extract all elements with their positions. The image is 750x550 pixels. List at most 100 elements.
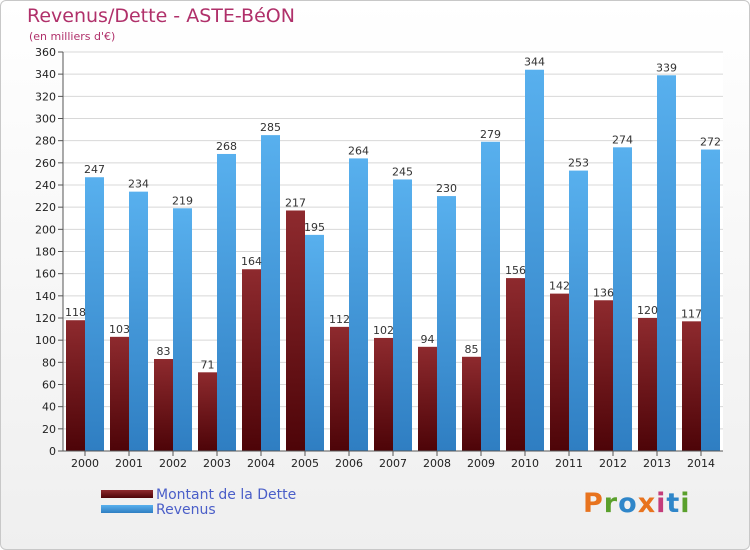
legend-swatch-dette xyxy=(101,490,153,498)
x-tick-label: 2000 xyxy=(71,457,99,470)
bar-revenus xyxy=(701,149,720,452)
x-tick-label: 2004 xyxy=(247,457,275,470)
x-tick-label: 2007 xyxy=(379,457,407,470)
data-label-dette: 156 xyxy=(505,264,526,277)
data-label-dette: 102 xyxy=(373,324,394,337)
y-tick-label: 340 xyxy=(35,68,56,81)
y-axis: 0 20 40 60 80 100 120 140 160 180 200 220 240 260 280 3… xyxy=(35,46,64,458)
bar-revenus xyxy=(481,141,500,451)
bar-dette xyxy=(506,278,525,451)
logo-letter: x xyxy=(637,488,657,519)
data-label-revenus: 264 xyxy=(348,144,369,157)
bar-revenus xyxy=(261,135,280,451)
data-label-dette: 120 xyxy=(637,304,658,317)
data-label-dette: 117 xyxy=(681,307,702,320)
x-tick-label: 2003 xyxy=(203,457,231,470)
y-tick-label: 220 xyxy=(35,201,56,214)
data-label-dette: 136 xyxy=(593,286,614,299)
data-label-revenus: 339 xyxy=(656,61,677,74)
bar-revenus xyxy=(437,196,456,451)
data-label-revenus: 195 xyxy=(304,221,325,234)
y-tick-label: 120 xyxy=(35,312,56,325)
y-tick-label: 200 xyxy=(35,223,56,236)
x-tick-label: 2002 xyxy=(159,457,187,470)
y-tick-label: 280 xyxy=(35,135,56,148)
bar-dette xyxy=(374,337,393,451)
bar-revenus xyxy=(217,153,236,451)
logo-letter: i xyxy=(656,488,667,519)
logo-letter: t xyxy=(666,488,681,519)
bar-dette xyxy=(110,336,129,451)
bar-dette xyxy=(154,359,173,451)
x-tick-label: 2012 xyxy=(599,457,627,470)
data-label-revenus: 219 xyxy=(172,194,193,207)
x-tick-label: 2001 xyxy=(115,457,143,470)
data-label-dette: 71 xyxy=(201,358,215,371)
x-tick-label: 2005 xyxy=(291,457,319,470)
data-label-dette: 83 xyxy=(157,345,171,358)
bars xyxy=(66,69,720,452)
logo-letter: r xyxy=(603,488,619,519)
bar-revenus xyxy=(613,147,632,452)
legend-label-dette: Montant de la Dette xyxy=(156,487,297,503)
data-label-revenus: 253 xyxy=(568,157,589,170)
bar-revenus xyxy=(349,158,368,451)
bar-revenus xyxy=(85,177,104,451)
y-tick-label: 160 xyxy=(35,268,56,281)
data-label-revenus: 274 xyxy=(612,133,633,146)
bar-revenus xyxy=(305,234,324,451)
bar-dette xyxy=(66,320,85,451)
bar-revenus xyxy=(173,208,192,451)
y-tick-label: 300 xyxy=(35,113,56,126)
x-tick-label: 2013 xyxy=(643,457,671,470)
x-axis: 2000 2001 2002 2003 2004 2005 2006 2007 2008 2009… xyxy=(63,450,723,470)
data-label-dette: 118 xyxy=(65,306,86,319)
data-label-dette: 164 xyxy=(241,255,262,268)
data-label-dette: 112 xyxy=(329,313,350,326)
data-label-revenus: 230 xyxy=(436,182,457,195)
x-tick-label: 2009 xyxy=(467,457,495,470)
bar-dette xyxy=(242,269,261,451)
legend-label-revenus: Revenus xyxy=(156,502,216,518)
y-tick-label: 240 xyxy=(35,179,56,192)
bar-dette xyxy=(462,356,481,451)
bar-dette xyxy=(330,326,349,451)
x-tick-label: 2006 xyxy=(335,457,363,470)
y-tick-label: 20 xyxy=(42,423,56,436)
proxiti-logo: Proxiti xyxy=(583,488,691,519)
y-tick-label: 80 xyxy=(42,356,56,369)
y-tick-label: 60 xyxy=(42,379,56,392)
data-label-revenus: 344 xyxy=(524,56,545,69)
y-tick-label: 320 xyxy=(35,90,56,103)
chart-title: Revenus/Dette - ASTE-BéON xyxy=(27,5,295,27)
bar-revenus xyxy=(569,170,588,451)
logo-letter: i xyxy=(680,488,691,519)
x-tick-label: 2008 xyxy=(423,457,451,470)
y-tick-label: 40 xyxy=(42,401,56,414)
y-tick-label: 180 xyxy=(35,246,56,259)
bar-dette xyxy=(198,372,217,451)
chart-subtitle: (en milliers d'€) xyxy=(29,30,116,43)
y-tick-label: 0 xyxy=(49,445,56,458)
bar-dette xyxy=(638,318,657,451)
data-label-revenus: 279 xyxy=(480,128,501,141)
data-label-revenus: 268 xyxy=(216,140,237,153)
logo-letter: o xyxy=(618,488,638,519)
y-tick-label: 140 xyxy=(35,290,56,303)
bar-dette xyxy=(594,300,613,451)
bar-dette xyxy=(286,210,305,451)
x-tick-label: 2010 xyxy=(511,457,539,470)
data-label-revenus: 272 xyxy=(700,136,721,149)
bar-revenus xyxy=(657,75,676,452)
data-label-dette: 85 xyxy=(465,343,479,356)
bar-revenus xyxy=(393,179,412,452)
data-label-dette: 94 xyxy=(421,333,435,346)
bar-dette xyxy=(682,321,701,451)
data-label-dette: 103 xyxy=(109,323,130,336)
bar-dette xyxy=(550,293,569,451)
y-tick-label: 100 xyxy=(35,334,56,347)
data-labels: 118 247 103 234 83 219 71 268 164 285 217 195 112 264… xyxy=(65,56,721,372)
x-tick-label: 2011 xyxy=(555,457,583,470)
